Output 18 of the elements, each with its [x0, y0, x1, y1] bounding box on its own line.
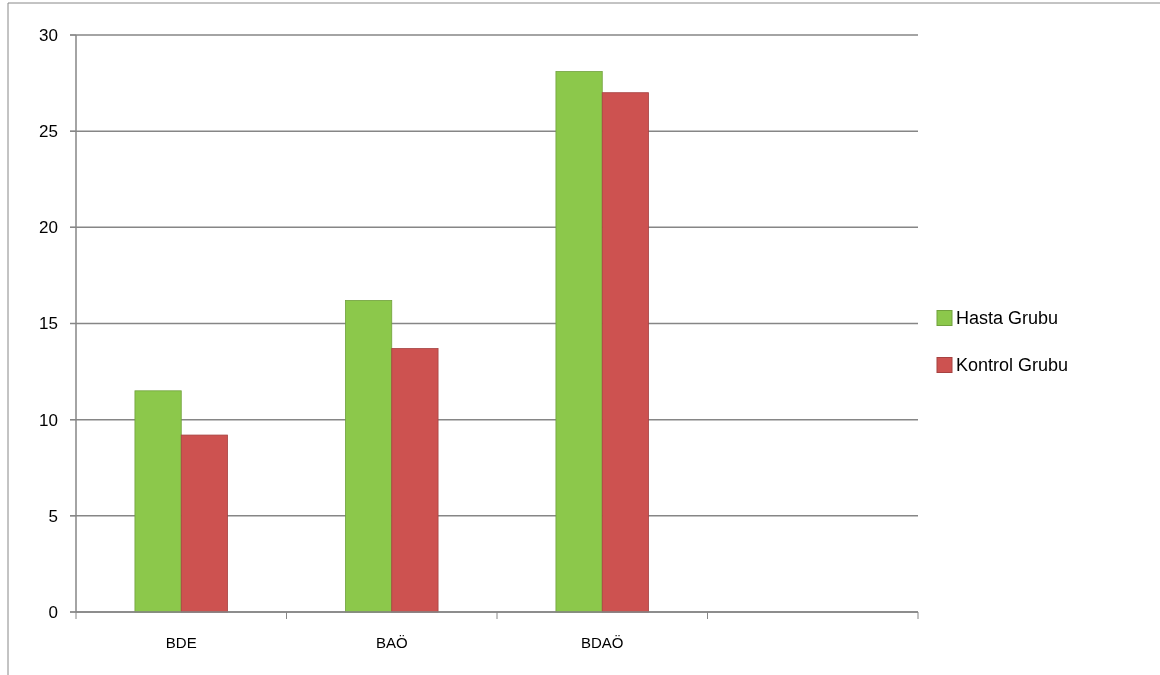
bar [601, 92, 649, 613]
y-tick-label: 25 [39, 122, 58, 142]
bar [345, 300, 393, 613]
y-tick-label: 30 [39, 25, 58, 45]
y-tick-label: 5 [48, 506, 58, 526]
bar [134, 390, 182, 613]
y-tick-label: 0 [48, 602, 58, 622]
bar [555, 71, 603, 613]
x-tick-label: BDE [165, 634, 197, 651]
bar [180, 434, 228, 613]
legend-label: Hasta Grubu [956, 307, 1059, 328]
y-tick-label: 20 [39, 218, 58, 238]
bar [391, 348, 439, 613]
legend-label: Kontrol Grubu [956, 354, 1069, 375]
x-tick-label: BAÖ [375, 634, 408, 651]
y-tick-label: 15 [39, 314, 58, 334]
y-tick-label: 10 [39, 410, 58, 430]
x-tick-label: BDAÖ [580, 634, 624, 651]
